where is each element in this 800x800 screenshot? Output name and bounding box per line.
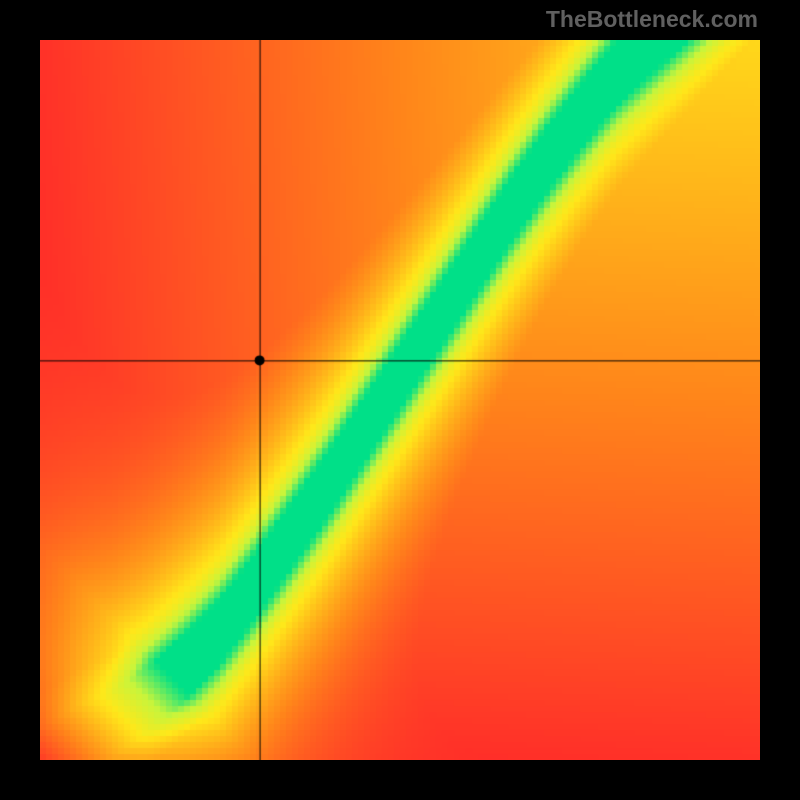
attribution-text: TheBottleneck.com [546, 6, 758, 33]
crosshair-overlay [40, 40, 760, 760]
plot-area [40, 40, 760, 760]
chart-container: TheBottleneck.com [0, 0, 800, 800]
